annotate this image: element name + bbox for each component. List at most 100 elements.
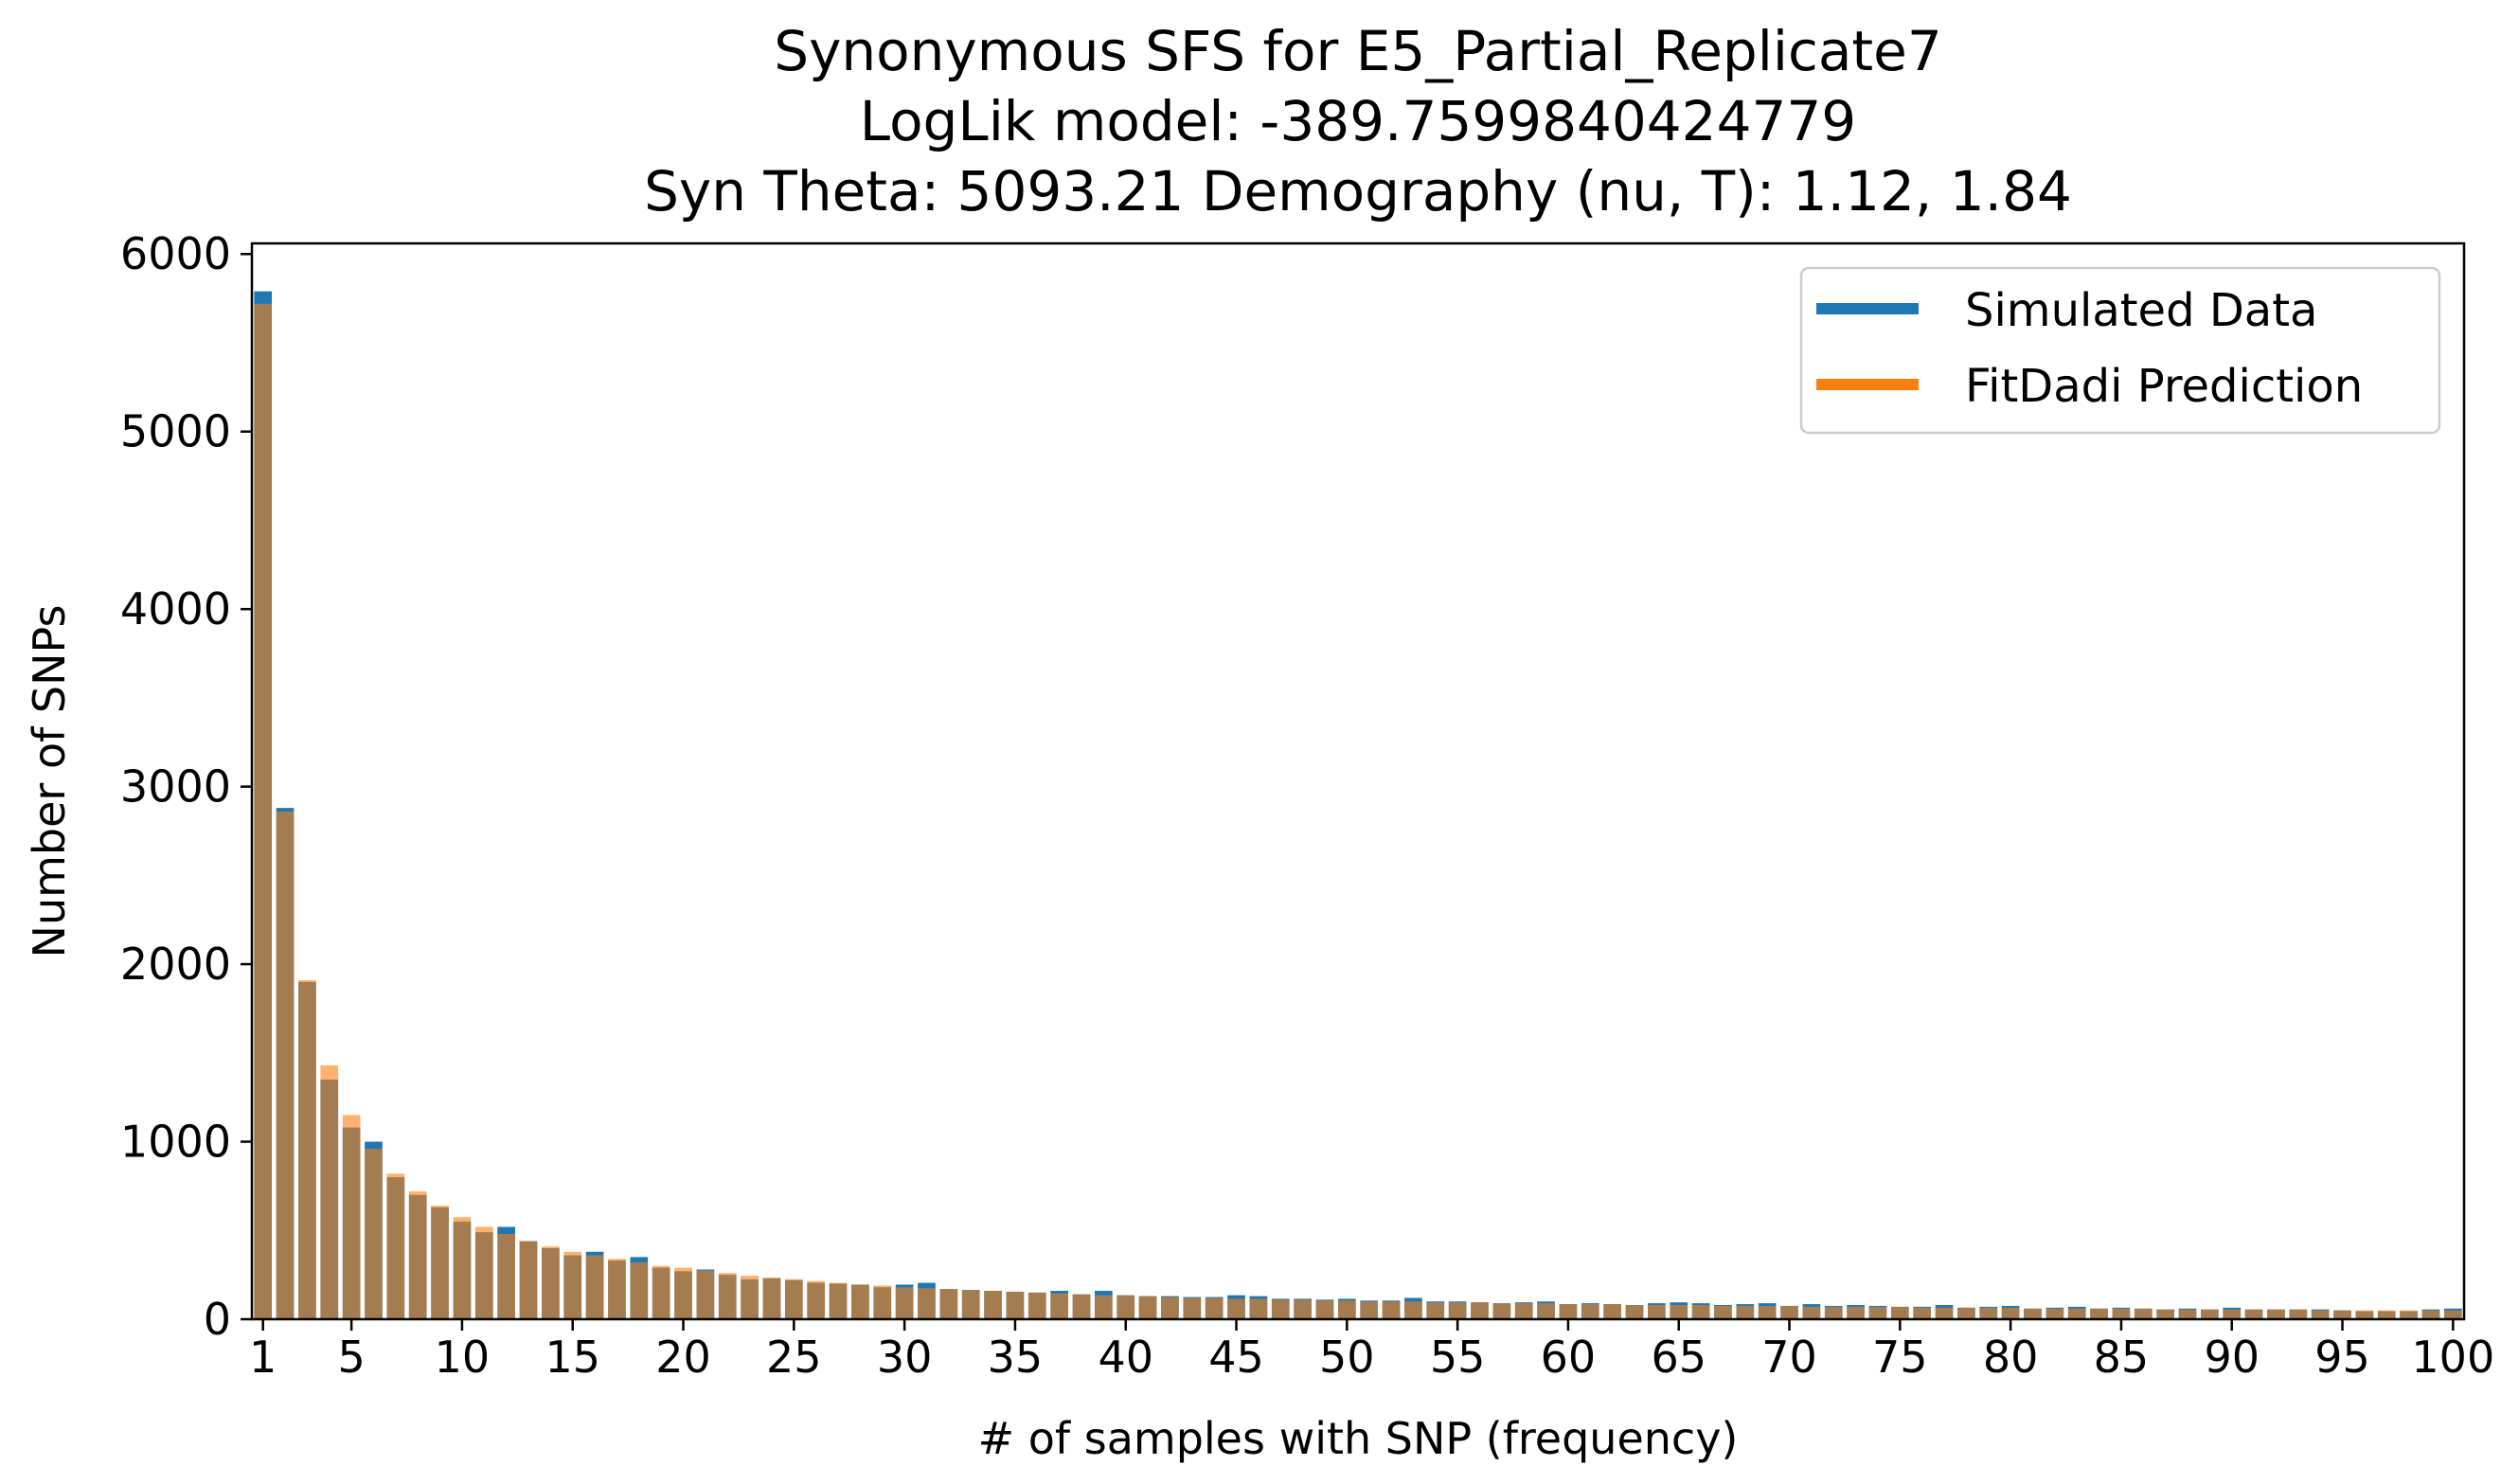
bar-fitdadi-14: [542, 1246, 560, 1319]
bar-fitdadi-8: [408, 1191, 427, 1319]
bar-fitdadi-61: [1581, 1304, 1599, 1319]
bar-fitdadi-94: [2311, 1310, 2330, 1319]
bar-fitdadi-83: [2067, 1308, 2086, 1319]
bar-fitdadi-7: [386, 1173, 405, 1319]
bar-fitdadi-76: [1913, 1307, 1932, 1319]
bar-fitdadi-99: [2421, 1310, 2440, 1319]
x-tick-label: 65: [1651, 1332, 1706, 1383]
x-tick-label: 15: [545, 1332, 600, 1383]
legend-swatch-simulated-data: [1816, 303, 1919, 314]
x-tick-label: 95: [2314, 1332, 2370, 1383]
bar-fitdadi-82: [2046, 1308, 2064, 1319]
bar-fitdadi-10: [453, 1217, 472, 1319]
bar-fitdadi-3: [298, 979, 316, 1319]
bar-fitdadi-27: [829, 1282, 848, 1319]
bar-fitdadi-92: [2267, 1309, 2285, 1319]
x-axis: 1 5 10 15 20 25 30 35 40 45 50 55 60 65 70 75 80 85 90 95 10…: [249, 1319, 2494, 1383]
y-tick-label: 6000: [120, 228, 231, 279]
chart-title-line-3: Syn Theta: 5093.21 Demography (nu, T): 1…: [644, 159, 2072, 223]
bar-fitdadi-74: [1868, 1306, 1887, 1319]
bar-fitdadi-41: [1138, 1296, 1157, 1319]
bar-fitdadi-67: [1714, 1305, 1732, 1319]
bar-fitdadi-49: [1315, 1300, 1334, 1319]
bar-fitdadi-98: [2400, 1310, 2418, 1319]
x-tick-label: 40: [1098, 1332, 1153, 1383]
bar-fitdadi-56: [1471, 1302, 1489, 1319]
bar-fitdadi-30: [895, 1287, 914, 1319]
bar-fitdadi-24: [762, 1277, 781, 1319]
bar-fitdadi-5: [342, 1115, 361, 1319]
bar-fitdadi-58: [1514, 1303, 1533, 1319]
bar-fitdadi-39: [1095, 1295, 1113, 1319]
x-tick-label: 80: [1983, 1332, 2039, 1383]
x-tick-label: 45: [1208, 1332, 1264, 1383]
bar-fitdadi-23: [741, 1276, 759, 1319]
x-tick-label: 60: [1541, 1332, 1597, 1383]
x-tick-label: 75: [1872, 1332, 1928, 1383]
bar-fitdadi-4: [320, 1064, 339, 1319]
x-tick-label: 1: [249, 1332, 277, 1383]
bar-fitdadi-48: [1294, 1299, 1312, 1319]
legend: Simulated Data FitDadi Prediction: [1799, 266, 2441, 435]
bar-fitdadi-6: [365, 1149, 383, 1319]
bar-fitdadi-26: [807, 1280, 826, 1319]
bar-fitdadi-59: [1537, 1303, 1555, 1319]
bar-fitdadi-18: [630, 1262, 649, 1319]
bar-fitdadi-87: [2156, 1309, 2174, 1319]
bar-fitdadi-63: [1625, 1305, 1644, 1319]
bar-fitdadi-25: [784, 1278, 803, 1319]
bar-fitdadi-19: [652, 1265, 670, 1319]
bar-fitdadi-12: [497, 1234, 515, 1319]
bar-fitdadi-28: [851, 1284, 869, 1319]
x-tick-label: 25: [766, 1332, 822, 1383]
bar-fitdadi-33: [961, 1290, 980, 1319]
bar-fitdadi-93: [2289, 1309, 2308, 1319]
y-tick-label: 3000: [120, 761, 231, 813]
bar-fitdadi-31: [918, 1288, 936, 1319]
bar-fitdadi-75: [1890, 1306, 1909, 1319]
x-tick-label: 50: [1319, 1332, 1375, 1383]
bar-fitdadi-37: [1050, 1293, 1068, 1319]
chart-title-line-2: LogLik model: -389.7599840424779: [860, 89, 1856, 153]
x-tick-label: 90: [2204, 1332, 2260, 1383]
bar-fitdadi-70: [1780, 1305, 1798, 1319]
bar-fitdadi-21: [696, 1270, 715, 1319]
legend-label-fitdadi-prediction: FitDadi Prediction: [1965, 360, 2363, 413]
bar-fitdadi-35: [1006, 1291, 1025, 1319]
bar-fitdadi-65: [1670, 1305, 1688, 1319]
bar-fitdadi-96: [2355, 1310, 2374, 1319]
x-axis-label: # of samples with SNP (frequency): [978, 1413, 1739, 1464]
bar-fitdadi-73: [1847, 1306, 1865, 1319]
bar-fitdadi-50: [1337, 1300, 1356, 1319]
y-axis-label: Number of SNPs: [24, 605, 75, 958]
bar-fitdadi-89: [2201, 1309, 2219, 1319]
bar-fitdadi-55: [1448, 1302, 1467, 1319]
bar-fitdadi-85: [2112, 1308, 2131, 1319]
legend-box: [1799, 266, 2441, 435]
bar-fitdadi-95: [2333, 1310, 2351, 1319]
bar-fitdadi-64: [1648, 1305, 1666, 1319]
bar-fitdadi-62: [1603, 1304, 1621, 1319]
bar-fitdadi-100: [2443, 1310, 2462, 1319]
bar-fitdadi-78: [1957, 1307, 1975, 1319]
bar-fitdadi-29: [873, 1285, 892, 1319]
bar-fitdadi-43: [1183, 1297, 1202, 1319]
x-tick-label: 5: [337, 1332, 365, 1383]
bar-fitdadi-84: [2090, 1308, 2108, 1319]
bar-fitdadi-53: [1404, 1301, 1422, 1319]
bar-fitdadi-40: [1117, 1295, 1135, 1319]
bar-fitdadi-90: [2223, 1309, 2242, 1319]
series-fitdadi-prediction-bars: [254, 303, 2462, 1319]
bar-fitdadi-44: [1205, 1297, 1224, 1319]
bar-fitdadi-80: [2001, 1307, 2020, 1319]
plot-area-frame: [250, 241, 2466, 1321]
bar-fitdadi-60: [1559, 1304, 1578, 1319]
x-tick-label: 55: [1430, 1332, 1486, 1383]
bar-fitdadi-45: [1227, 1298, 1245, 1319]
bar-fitdadi-46: [1249, 1298, 1268, 1319]
bar-fitdadi-1: [254, 303, 273, 1319]
bar-fitdadi-72: [1824, 1306, 1843, 1319]
bar-fitdadi-91: [2244, 1309, 2263, 1319]
y-tick-label: 1000: [120, 1117, 231, 1168]
